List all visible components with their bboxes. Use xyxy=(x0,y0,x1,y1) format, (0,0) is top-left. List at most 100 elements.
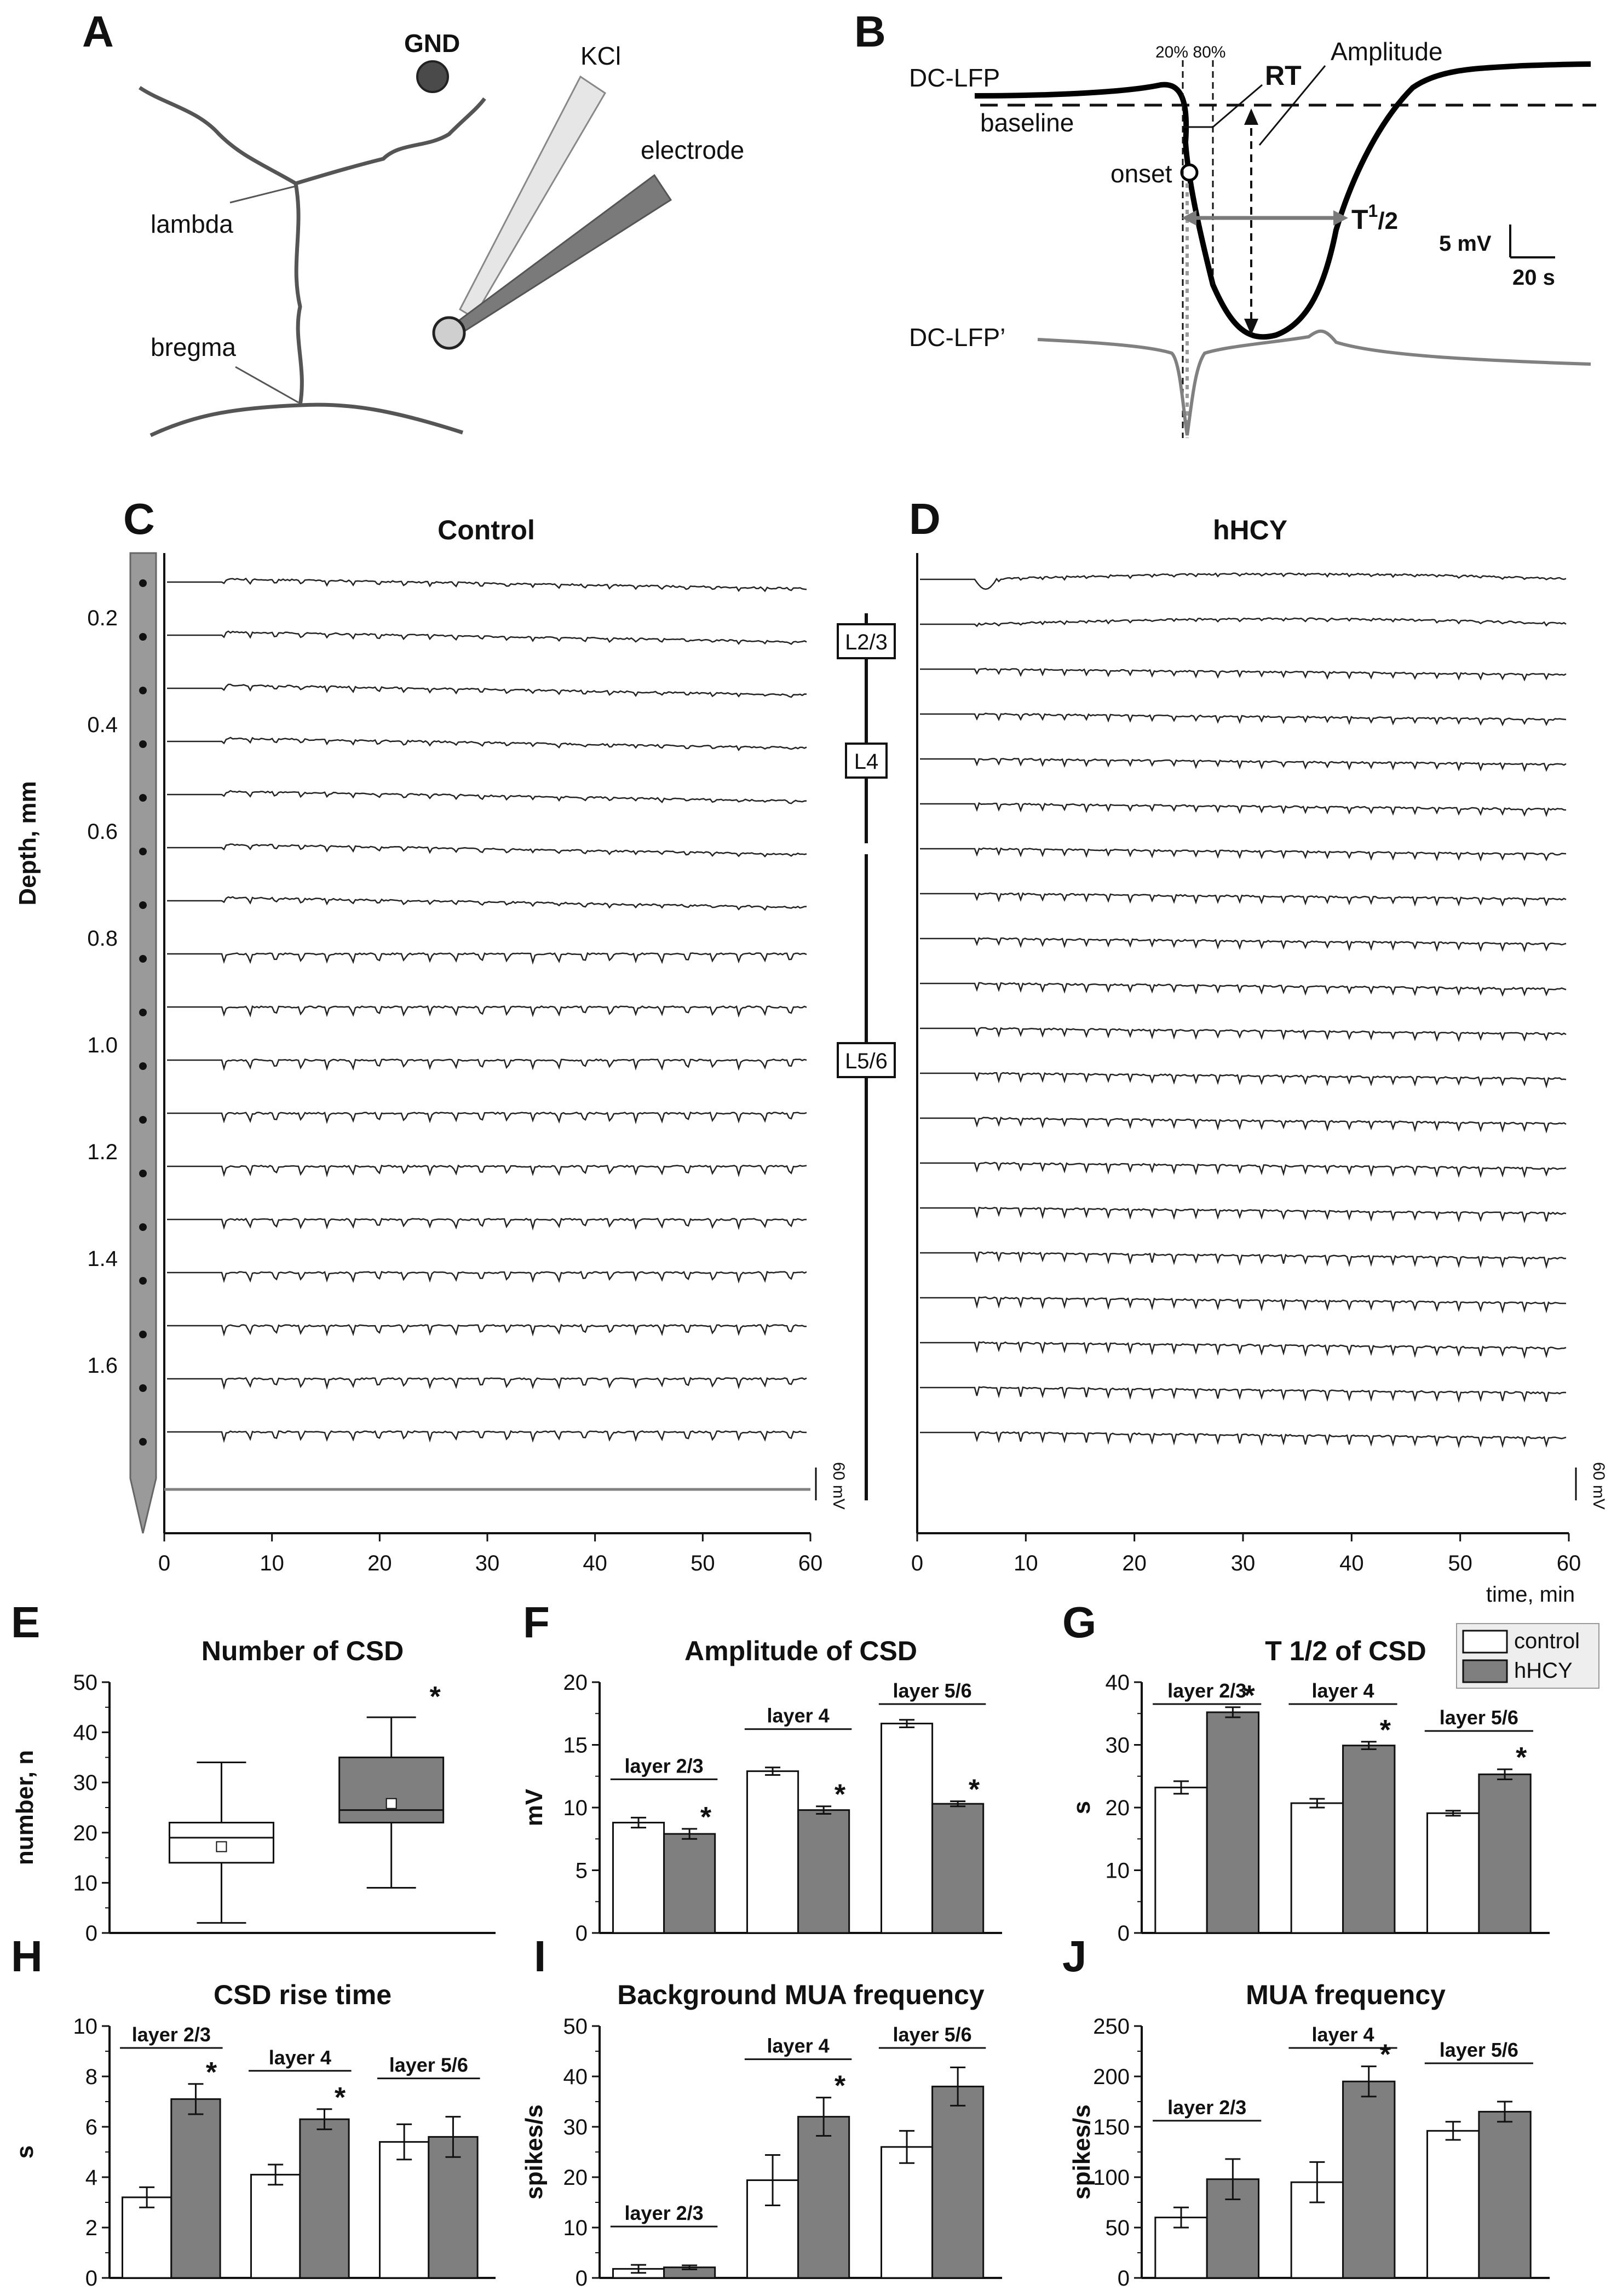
lfp-trace xyxy=(167,1005,807,1018)
bar-control xyxy=(881,2146,934,2279)
depth-tick-0.2: 0.2 xyxy=(87,606,118,630)
bar-control xyxy=(1290,1802,1344,1934)
depth-tick-0.4: 0.4 xyxy=(87,713,118,737)
y-tick-label: 10 xyxy=(73,1871,98,1895)
panel-c-time-ticks: 0 10 20 30 40 50 60 xyxy=(158,1533,822,1575)
layer-label-l56: L5/6 xyxy=(845,1049,888,1073)
chart-title: Background MUA frequency xyxy=(617,1979,985,2010)
panel-d-traces xyxy=(920,572,1567,1448)
bar-hhcy xyxy=(797,1809,850,1934)
category-label: layer 4 xyxy=(269,2046,331,2069)
y-tick-label: 8 xyxy=(85,2065,97,2089)
probe-contacts xyxy=(139,579,147,1446)
bar-group-0: layer 2/3 xyxy=(1153,2096,1262,2279)
y-tick-label: 0 xyxy=(85,2266,97,2291)
y-tick-label: 40 xyxy=(563,2065,588,2089)
bar-control xyxy=(1426,1812,1480,1934)
time-tick-40: 40 xyxy=(583,1551,607,1575)
probe-contact-dot xyxy=(139,1438,147,1446)
gnd-icon xyxy=(416,60,449,93)
lfp-trace xyxy=(167,1164,807,1178)
category-label: layer 5/6 xyxy=(1440,2039,1518,2061)
time-tick-50: 50 xyxy=(1448,1551,1472,1575)
panel-letter-c: C xyxy=(123,494,155,543)
bar-hhcy xyxy=(931,1803,985,1934)
legend-label-hhcy: hHCY xyxy=(1514,1659,1573,1683)
legend-swatch-hhcy xyxy=(1462,1659,1508,1683)
t-half-label: T1/2 xyxy=(1351,201,1398,235)
amplitude-label: Amplitude xyxy=(1331,37,1443,66)
category-label: layer 4 xyxy=(1311,2023,1374,2046)
t-half-sub: /2 xyxy=(1378,208,1398,234)
time-tick-60: 60 xyxy=(798,1551,823,1575)
lfp-trace xyxy=(167,630,807,645)
probe-contact-dot xyxy=(139,687,147,694)
depth-tick-1.6: 1.6 xyxy=(87,1354,118,1378)
y-axis-label: spikes/s xyxy=(1068,2104,1095,2200)
y-tick-label: 20 xyxy=(73,1821,98,1845)
category-label: layer 4 xyxy=(1311,1679,1374,1702)
category-label: layer 5/6 xyxy=(1440,1706,1518,1729)
significance-star: * xyxy=(1380,1714,1391,1746)
lfp-trace xyxy=(920,617,1567,628)
category-label: layer 4 xyxy=(767,1705,830,1727)
probe-contact-dot xyxy=(139,1170,147,1177)
probe-contact-dot xyxy=(139,1223,147,1231)
category-label: layer 2/3 xyxy=(625,2202,704,2224)
lfp-trace xyxy=(167,736,807,751)
y-tick-label: 2 xyxy=(85,2216,97,2240)
chart-title: MUA frequency xyxy=(1246,1979,1446,2010)
bar-hhcy xyxy=(170,2098,221,2279)
lfp-trace xyxy=(920,1072,1567,1089)
panel-letter-f: F xyxy=(523,1598,550,1647)
layer-box-l56 xyxy=(837,1042,896,1078)
half-width-arrowhead-left xyxy=(1182,210,1196,226)
lfp-trace xyxy=(167,577,807,592)
bar-hhcy xyxy=(428,2136,479,2279)
panel-letter-i: I xyxy=(534,1932,546,1981)
y-tick-label: 30 xyxy=(563,2115,588,2139)
y-tick-label: 6 xyxy=(85,2115,97,2139)
y-tick-label: 10 xyxy=(1106,1859,1130,1883)
lfp-trace xyxy=(920,982,1567,997)
y-tick-label: 150 xyxy=(1093,2115,1130,2139)
bar-group-1: * layer 4 xyxy=(744,1705,852,1934)
pct-label: 20% 80% xyxy=(1155,43,1225,61)
time-tick-50: 50 xyxy=(690,1551,715,1575)
significance-star: * xyxy=(835,1779,846,1811)
lfp-trace xyxy=(167,896,807,911)
lfp-trace xyxy=(167,1217,807,1231)
lfp-trace xyxy=(920,847,1567,862)
probe-contact-dot xyxy=(139,1116,147,1124)
bar-hhcy xyxy=(1342,2080,1396,2279)
y-tick-label: 50 xyxy=(563,2015,588,2039)
probe-contact-dot xyxy=(139,848,147,855)
depth-tick-1.0: 1.0 xyxy=(87,1033,118,1057)
bar-hhcy xyxy=(931,2085,985,2279)
probe-contact-dot xyxy=(139,740,147,748)
gnd-label: GND xyxy=(404,29,460,57)
bar-control xyxy=(1290,2181,1344,2279)
y-axis-label: s xyxy=(11,2145,38,2159)
panels-cd: C Control D hHCY Depth, mm 0.2 0.4 0.6 0.8 1… xyxy=(14,494,1608,1607)
probe-contact-dot xyxy=(139,794,147,802)
bar-group-0: * layer 2/3 xyxy=(610,1754,718,1934)
bar-group-1: * layer 4 xyxy=(1288,2023,1397,2279)
category-label: layer 5/6 xyxy=(893,2023,972,2046)
lfp-trace xyxy=(167,1270,807,1284)
time-tick-0: 0 xyxy=(158,1551,170,1575)
category-label: layer 2/3 xyxy=(1167,2096,1246,2119)
amplitude-arrowhead-down xyxy=(1244,319,1258,335)
y-tick-label: 10 xyxy=(73,2015,98,2039)
deriv-label: DC-LFP’ xyxy=(909,323,1005,352)
panel-letter-h: H xyxy=(11,1932,43,1981)
category-label: layer 4 xyxy=(767,2035,830,2057)
panel-d-time-ticks: 0 10 20 30 40 50 60 xyxy=(911,1533,1581,1575)
lfp-trace xyxy=(167,952,807,965)
y-tick-label: 20 xyxy=(563,1671,588,1695)
lfp-trace xyxy=(920,1386,1567,1403)
chart-title: Number of CSD xyxy=(202,1636,404,1666)
box-iqr xyxy=(168,1821,274,1864)
lfp-trace xyxy=(167,1430,807,1443)
